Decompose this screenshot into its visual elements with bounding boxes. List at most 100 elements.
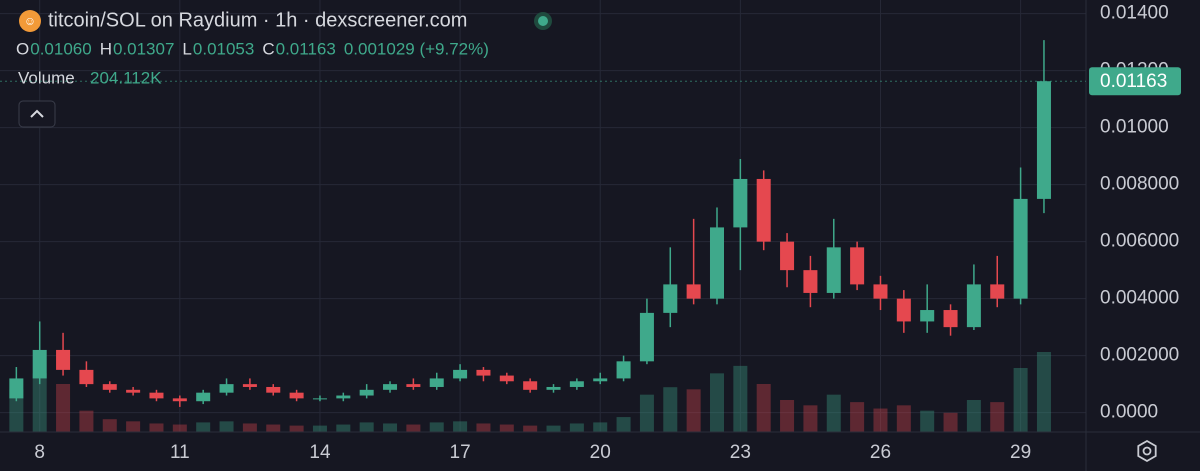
candle-body [1036,81,1051,199]
volume-bar [289,425,304,432]
ohlc-value: 0.01307 [113,39,174,58]
ohlc-key: L [182,39,191,58]
x-tick-label: 8 [34,442,45,463]
volume-bar [780,400,795,432]
volume-bar [336,424,351,432]
ohlc-key: H [100,39,112,58]
volume-bar [499,424,514,432]
volume-bar [172,424,187,432]
y-axis: 0.014000.012000.010000.0080000.0060000.0… [1100,3,1179,423]
candle-body [476,369,491,376]
volume-bar [149,423,164,432]
candle-body [336,395,351,399]
candle-body [383,384,398,390]
candle-body [499,375,514,382]
volume-bar [593,422,608,432]
settings-hex [1137,439,1157,463]
volume-bar [569,423,584,432]
volume-bar [32,373,47,432]
volume-bar [990,402,1005,432]
candle-body [219,384,234,393]
volume-bar [850,402,865,432]
y-tick-label: 0.002000 [1100,345,1179,366]
ohlc-legend: O 0.01060 H 0.01307 L 0.01053 C 0.01163 [16,39,336,58]
candle-body [896,298,911,322]
candle-body [359,389,374,396]
volume-bar [102,419,117,432]
candle-body [546,386,561,390]
volume-bar [943,412,958,432]
candle-body [453,369,468,379]
candle-body [803,270,818,293]
x-tick-label: 17 [450,442,471,463]
volume-bar [9,389,24,432]
volume-bar [709,373,724,432]
settings-icon[interactable] [1137,439,1157,463]
grid [0,0,1086,432]
volume-bar [826,394,841,432]
candle-body [733,178,748,228]
volume-bar [266,424,281,432]
candle-body [102,384,117,390]
last-price-label: 0.01163 [1100,71,1167,92]
volume-bar [429,422,444,432]
change: 0.001029 (+9.72%) [344,39,489,58]
candle-body [756,178,771,242]
volume-bar [546,425,561,432]
y-tick-label: 0.01400 [1100,3,1169,24]
candle-body [826,247,841,293]
volume-bar [453,421,468,432]
volume-bar [639,394,654,432]
candle-body [873,284,888,299]
candle-body [943,310,958,328]
volume-bar [126,421,141,432]
title: titcoin/SOL on Raydium · 1h · dexscreene… [48,9,467,31]
volume-bar [873,408,888,432]
volume-bar [242,423,257,432]
volume-bar [196,422,211,432]
y-tick-label: 0.006000 [1100,231,1179,252]
y-tick-label: 0.008000 [1100,174,1179,195]
candle-body [406,384,421,387]
candle-body [639,312,654,362]
candle-body [1013,198,1028,299]
candle-body [126,389,141,393]
y-tick-label: 0.01000 [1100,117,1169,138]
volume-bar [79,410,94,432]
ohlc-value: 0.01163 [276,39,336,58]
candle-body [32,349,47,379]
candle-body [569,381,584,387]
volume-bar [1013,368,1028,432]
candle-body [79,369,94,385]
x-axis: 8 11 14 17 20 23 26 29 [34,442,1031,463]
volume-bar [383,423,398,432]
volume-bar [359,422,374,432]
candle-body [850,247,865,285]
volume-value: 204.112K [90,68,162,87]
candle-body [9,378,24,399]
ohlc-value: 0.01053 [193,39,254,58]
chevron-icon [30,109,44,118]
candle-body [289,392,304,399]
volume-bar [523,425,538,432]
volume-bar [966,400,981,432]
candle-body [709,227,724,299]
status-dot [538,16,548,26]
ohlc-key: C [262,39,274,58]
candle-body [429,378,444,387]
candle-body [966,284,981,328]
token-icon-glyph: ☺ [24,14,36,28]
volume-bar [756,384,771,432]
volume-bars [9,352,1051,432]
x-tick-label: 23 [730,442,751,463]
volume-bar [920,410,935,432]
volume-bar [406,424,421,432]
candle-body [616,361,631,379]
volume-bar [663,387,678,432]
collapse-button[interactable] [18,100,56,128]
candle-body [990,284,1005,299]
x-tick-label: 26 [870,442,891,463]
volume-bar [733,365,748,432]
volume-bar [686,389,701,432]
